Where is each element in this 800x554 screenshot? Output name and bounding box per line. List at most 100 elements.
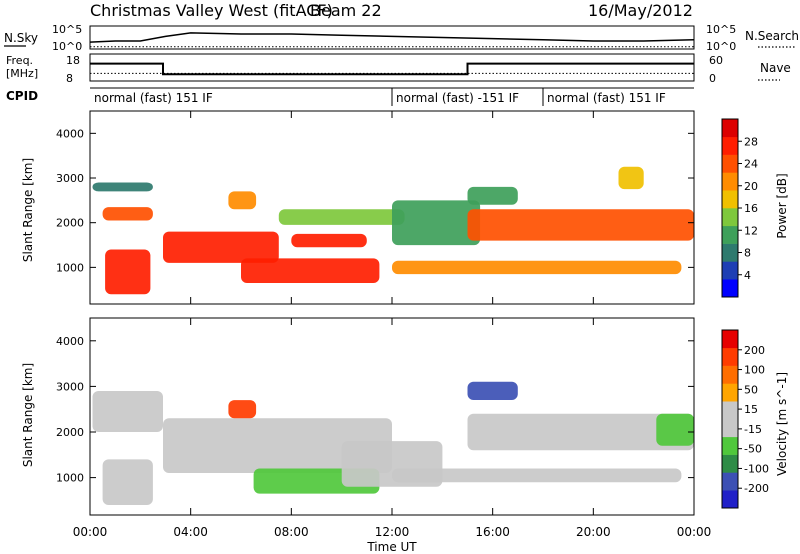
velocity-colorbar-tick: -100 (744, 462, 769, 475)
cpid-segment-2: normal (fast) 151 IF (547, 91, 666, 105)
nave-tick-bottom: 0 (709, 72, 716, 85)
nsky-tick-top: 10^5 (52, 23, 82, 36)
velocity-colorbar-swatch (722, 454, 738, 473)
station-title: Christmas Valley West (fitACF) (90, 1, 333, 20)
nsky-panel: N.Sky 10^5 10^0 10^5 10^0 N.Search (4, 23, 799, 53)
power-ytick-label: 4000 (56, 127, 84, 140)
power-colorbar-swatch (722, 243, 738, 262)
velocity-colorbar-swatch (722, 436, 738, 455)
nave-label: Nave (760, 61, 791, 75)
power-echo-region (92, 182, 153, 192)
freq-label-line2: [MHz] (6, 67, 38, 80)
freq-trace (90, 62, 694, 76)
velocity-colorbar-tick: 15 (744, 403, 758, 416)
power-echo-region (291, 233, 367, 248)
cpid-row: CPID normal (fast) 151 IF normal (fast) -… (6, 87, 694, 106)
power-colorbar-swatch (722, 190, 738, 209)
time-tick-label: 00:00 (73, 525, 108, 539)
velocity-echo-region (92, 391, 163, 432)
velocity-ytick-label: 3000 (56, 380, 84, 393)
freq-tick-bottom: 8 (66, 72, 73, 85)
velocity-echo-region (467, 413, 694, 451)
velocity-colorbar-swatch (722, 330, 738, 349)
power-colorbar-tick: 12 (744, 224, 758, 237)
velocity-echo-region (102, 459, 153, 505)
time-axis: 00:00 04:00 08:00 12:00 16:00 20:00 00:00 (73, 525, 712, 539)
velocity-colorbar-tick: 200 (744, 344, 765, 357)
power-colorbar-tick: 16 (744, 202, 758, 215)
velocity-colorbar-label: Velocity [m s^-1] (775, 372, 789, 476)
power-colorbar-tick: 24 (744, 158, 758, 171)
power-echo-region (467, 209, 694, 241)
nsearch-tick-top: 10^5 (706, 23, 736, 36)
power-ytick-label: 3000 (56, 172, 84, 185)
time-tick-label: 20:00 (576, 525, 611, 539)
velocity-colorbar: 200 100 50 15 -15 -50 -100 -200 Velocity [m s^-… (721, 329, 789, 509)
date-label: 16/May/2012 (588, 1, 693, 20)
power-ytick-label: 1000 (56, 261, 84, 274)
cpid-segment-1: normal (fast) -151 IF (396, 91, 519, 105)
time-tick-label: 08:00 (274, 525, 309, 539)
velocity-colorbar-swatch (722, 383, 738, 402)
power-echo-region (241, 258, 380, 283)
power-ytick-label: 2000 (56, 217, 84, 230)
velocity-colorbar-tick: -15 (744, 423, 762, 436)
nsearch-tick-bottom: 10^0 (706, 40, 736, 53)
power-colorbar-swatch (722, 261, 738, 280)
velocity-ytick-label: 4000 (56, 335, 84, 348)
power-echo-region (163, 231, 279, 263)
time-tick-label: 16:00 (475, 525, 510, 539)
velocity-ylabel: Slant Range [km] (21, 363, 35, 467)
cpid-segment-0: normal (fast) 151 IF (94, 91, 213, 105)
power-colorbar-tick: 8 (744, 247, 751, 260)
power-colorbar-tick: 4 (744, 269, 751, 282)
power-ylabel: Slant Range [km] (21, 158, 35, 262)
power-colorbar-swatch (722, 136, 738, 155)
power-colorbar-swatch (722, 154, 738, 173)
velocity-colorbar-swatch (722, 472, 738, 491)
velocity-colorbar-swatch (722, 347, 738, 366)
nave-tick-top: 60 (709, 54, 723, 67)
cpid-label: CPID (6, 89, 38, 103)
beam-label: Beam 22 (310, 1, 382, 20)
power-panel: 1000 2000 3000 4000 Slant Range [km] (21, 110, 695, 305)
velocity-ytick-label: 1000 (56, 472, 84, 485)
power-colorbar-tick: 20 (744, 180, 758, 193)
power-colorbar-tick: 28 (744, 135, 758, 148)
freq-label-line1: Freq. (6, 54, 33, 67)
time-tick-label: 12:00 (375, 525, 410, 539)
power-echo-region (392, 260, 682, 275)
power-colorbar: 28 24 20 16 12 8 4 Power [dB] (721, 118, 789, 298)
power-echo-region (228, 191, 257, 210)
power-echo-region (278, 209, 405, 225)
time-axis-label: Time UT (366, 540, 417, 554)
freq-panel: Freq. [MHz] 18 8 60 0 Nave (6, 53, 791, 85)
velocity-panel: 1000 2000 3000 4000 Slant Range [km] (21, 317, 695, 516)
power-colorbar-swatch (722, 279, 738, 298)
power-echo-region (618, 166, 644, 190)
power-colorbar-swatch (722, 225, 738, 244)
velocity-colorbar-tick: -200 (744, 482, 769, 495)
velocity-ytick-label: 2000 (56, 426, 84, 439)
power-colorbar-swatch (722, 119, 738, 138)
power-colorbar-label: Power [dB] (775, 173, 789, 238)
velocity-echo-region (467, 381, 518, 400)
velocity-echo-region (228, 400, 257, 419)
nsearch-label: N.Search (745, 29, 799, 43)
nsky-tick-bottom: 10^0 (52, 40, 82, 53)
time-tick-label: 00:00 (677, 525, 712, 539)
velocity-echo-region (163, 418, 392, 473)
nsky-label: N.Sky (4, 31, 38, 45)
nsky-trace (89, 32, 695, 48)
velocity-colorbar-swatch (722, 401, 738, 420)
freq-line (90, 62, 694, 76)
power-echo-region (105, 249, 151, 295)
velocity-colorbar-tick: 100 (744, 364, 765, 377)
freq-tick-top: 18 (66, 54, 80, 67)
velocity-colorbar-swatch (722, 365, 738, 384)
velocity-colorbar-swatch (722, 419, 738, 438)
power-echo-region (467, 186, 518, 205)
time-tick-label: 04:00 (173, 525, 208, 539)
velocity-colorbar-swatch (722, 490, 738, 509)
